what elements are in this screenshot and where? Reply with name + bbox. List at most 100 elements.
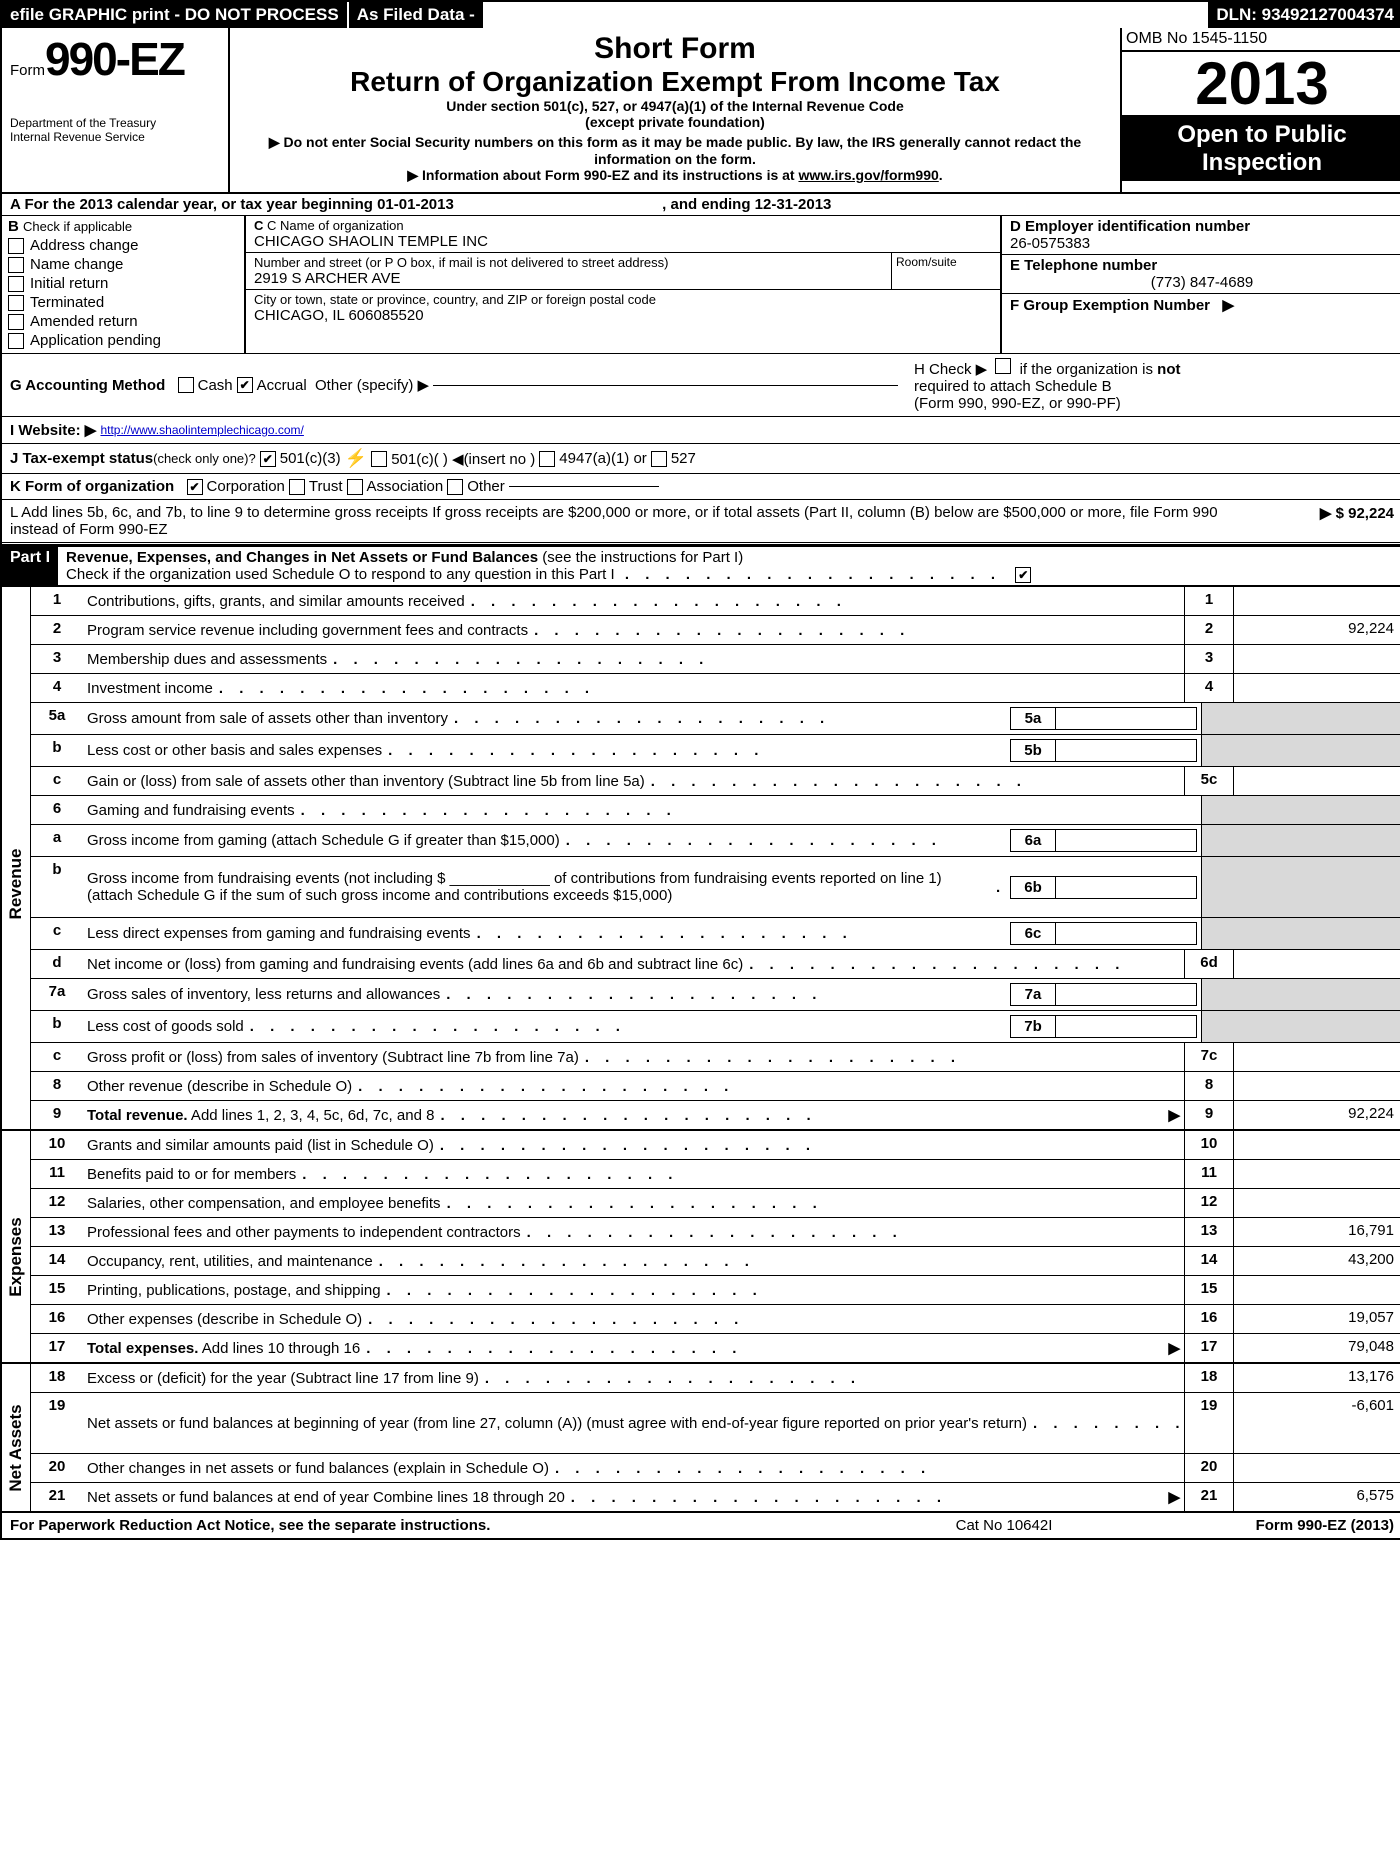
line-desc: Salaries, other compensation, and employ… (83, 1189, 1184, 1217)
j-c2: 501(c)( ) ◀(insert no ) (391, 450, 535, 468)
end-value: 16,791 (1234, 1218, 1400, 1246)
line-row: 9Total revenue. Add lines 1, 2, 3, 4, 5c… (31, 1100, 1400, 1129)
line-text: Total revenue. Add lines 1, 2, 3, 4, 5c,… (87, 1107, 434, 1124)
chk-accrual[interactable]: ✔ (237, 377, 253, 393)
dots: . . . . . . . . . . . . . . . . . . . (373, 1253, 1180, 1270)
line-row: 7aGross sales of inventory, less returns… (31, 978, 1400, 1010)
line-number: 5a (31, 703, 83, 734)
chk-cash[interactable] (178, 377, 194, 393)
line-row: bLess cost of goods sold. . . . . . . . … (31, 1010, 1400, 1042)
chk-initial-return[interactable]: Initial return (8, 275, 238, 292)
footer-right: Form 990-EZ (2013) (1134, 1517, 1394, 1534)
line-text: Gross profit or (loss) from sales of inv… (87, 1049, 579, 1066)
topbar-spacer (485, 2, 1209, 28)
subcell: 5b (1010, 739, 1197, 762)
line-row: 1Contributions, gifts, grants, and simil… (31, 587, 1400, 615)
topbar-seg1: efile GRAPHIC print - DO NOT PROCESS (2, 2, 349, 28)
end-number: 15 (1184, 1276, 1234, 1304)
end-value (1234, 767, 1400, 795)
end-number: 19 (1184, 1393, 1234, 1453)
subcell: 6a (1010, 829, 1197, 852)
header-left: Form990-EZ Department of the Treasury In… (2, 28, 230, 192)
arrow-icon: ▶ (1168, 1106, 1180, 1124)
expenses-section: Expenses 10Grants and similar amounts pa… (2, 1129, 1400, 1362)
end-number: 5c (1184, 767, 1234, 795)
website-link[interactable]: http://www.shaolintemplechicago.com/ (100, 423, 303, 437)
end-value: 6,575 (1234, 1483, 1400, 1511)
sub-value (1056, 983, 1197, 1006)
line-desc: Less cost of goods sold. . . . . . . . .… (83, 1011, 1201, 1042)
end-number: 18 (1184, 1364, 1234, 1392)
chk-501c[interactable] (371, 451, 387, 467)
chk-schedule-b[interactable] (995, 358, 1011, 374)
line-text: Gain or (loss) from sale of assets other… (87, 773, 645, 790)
line-text: Grants and similar amounts paid (list in… (87, 1137, 434, 1154)
dots: . . . . . . . . . . . . . . . . . . . (440, 986, 1002, 1003)
short-form-title: Short Form (242, 32, 1108, 66)
chk-name-change[interactable]: Name change (8, 256, 238, 273)
end-value: 92,224 (1234, 616, 1400, 644)
h-text1: H Check ▶ (914, 361, 987, 378)
sub-value (1056, 707, 1197, 730)
end-blank (1201, 1011, 1400, 1042)
part1-header-row: Part I Revenue, Expenses, and Changes in… (2, 545, 1400, 585)
line-number: 17 (31, 1334, 83, 1362)
chk-initial-label: Initial return (30, 275, 108, 292)
line-desc: Occupancy, rent, utilities, and maintena… (83, 1247, 1184, 1275)
omb-number: OMB No 1545-1150 (1122, 28, 1400, 52)
end-number: 16 (1184, 1305, 1234, 1333)
dots: . . . . . . . . . . . . . . . . . . . (479, 1370, 1180, 1387)
chk-pending[interactable]: Application pending (8, 332, 238, 349)
end-number: 7c (1184, 1043, 1234, 1071)
chk-address-change[interactable]: Address change (8, 237, 238, 254)
chk-trust[interactable] (289, 479, 305, 495)
arrow-icon: ▶ (1168, 1339, 1180, 1357)
line-number: 20 (31, 1454, 83, 1482)
end-value (1234, 674, 1400, 702)
line-desc: Gross profit or (loss) from sales of inv… (83, 1043, 1184, 1071)
dots: . . . . . . . . . . . . . . . . . . . (434, 1107, 1168, 1124)
g-label: G Accounting Method (10, 377, 165, 394)
sub4-link[interactable]: www.irs.gov/form990 (798, 167, 938, 183)
chk-address-label: Address change (30, 237, 138, 254)
dots: . . . . . . . . . . . . . . . . . . . (528, 622, 1180, 639)
sub4-wrap: ▶ Information about Form 990-EZ and its … (242, 167, 1108, 184)
k-c1: Corporation (207, 478, 285, 495)
sub1: Under section 501(c), 527, or 4947(a)(1)… (242, 98, 1108, 114)
block-bcd: B Check if applicable Address change Nam… (2, 216, 1400, 354)
dots: . . . . . . . . . . . . . . . . . . . (441, 1195, 1180, 1212)
chk-501c3[interactable]: ✔ (260, 451, 276, 467)
line-text: Benefits paid to or for members (87, 1166, 296, 1183)
line-number: 3 (31, 645, 83, 673)
line-row: bGross income from fundraising events (n… (31, 856, 1400, 917)
dots: . . . . . . . . . . . . . . . . . . . (1027, 1415, 1180, 1432)
chk-other[interactable] (447, 479, 463, 495)
chk-527[interactable] (651, 451, 667, 467)
line-desc: Contributions, gifts, grants, and simila… (83, 587, 1184, 615)
line-row: 10Grants and similar amounts paid (list … (31, 1131, 1400, 1159)
end-blank (1201, 735, 1400, 766)
end-value (1234, 1043, 1400, 1071)
line-number: 10 (31, 1131, 83, 1159)
chk-amended[interactable]: Amended return (8, 313, 238, 330)
line-text: Net income or (loss) from gaming and fun… (87, 956, 743, 973)
g-other: Other (specify) ▶ (315, 376, 429, 394)
line-text: Salaries, other compensation, and employ… (87, 1195, 441, 1212)
subcell: 5a (1010, 707, 1197, 730)
chk-schedule-o[interactable]: ✔ (1015, 567, 1031, 583)
line-text: Program service revenue including govern… (87, 622, 528, 639)
chk-amended-label: Amended return (30, 313, 138, 330)
end-number: 3 (1184, 645, 1234, 673)
sub-number: 6b (1010, 876, 1056, 899)
chk-association[interactable] (347, 479, 363, 495)
sub-value (1056, 876, 1197, 899)
dept-line1: Department of the Treasury (10, 116, 220, 130)
part1-instr: (see the instructions for Part I) (542, 549, 743, 566)
end-number: 10 (1184, 1131, 1234, 1159)
chk-4947[interactable] (539, 451, 555, 467)
chk-corporation[interactable]: ✔ (187, 479, 203, 495)
line-text: Total expenses. Add lines 10 through 16 (87, 1340, 360, 1357)
end-blank (1201, 796, 1400, 824)
chk-terminated[interactable]: Terminated (8, 294, 238, 311)
h-text2: if the organization is (1020, 361, 1153, 378)
